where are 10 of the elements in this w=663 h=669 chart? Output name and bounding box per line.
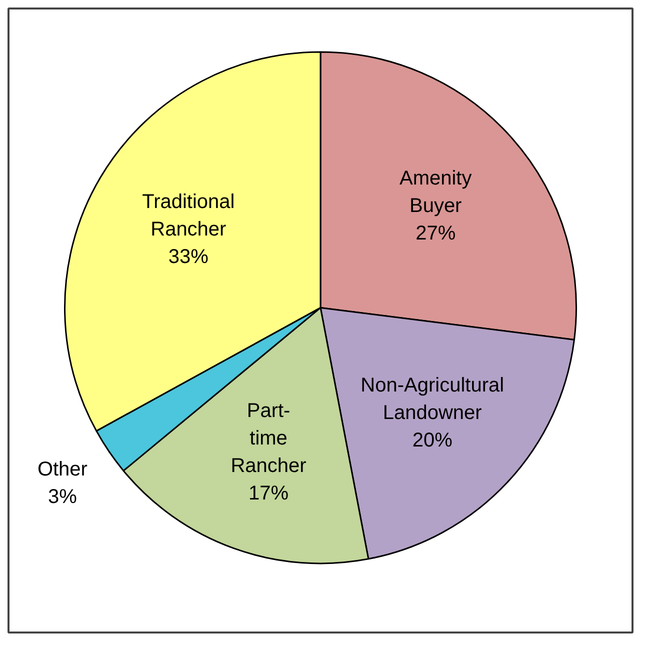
slice-label: Amenity Buyer <box>399 168 472 218</box>
slice-label: Traditional Rancher <box>142 191 235 241</box>
data-label: 3% <box>48 486 78 508</box>
slice-label: Non-Agricultural Landowner <box>360 374 504 424</box>
data-label: 17% <box>248 482 289 504</box>
slice-label: Other <box>37 458 88 480</box>
data-label: 27% <box>416 222 456 245</box>
data-label: 20% <box>412 429 453 452</box>
data-label: 33% <box>168 246 209 268</box>
slice-label: Part- time Rancher <box>230 400 307 477</box>
